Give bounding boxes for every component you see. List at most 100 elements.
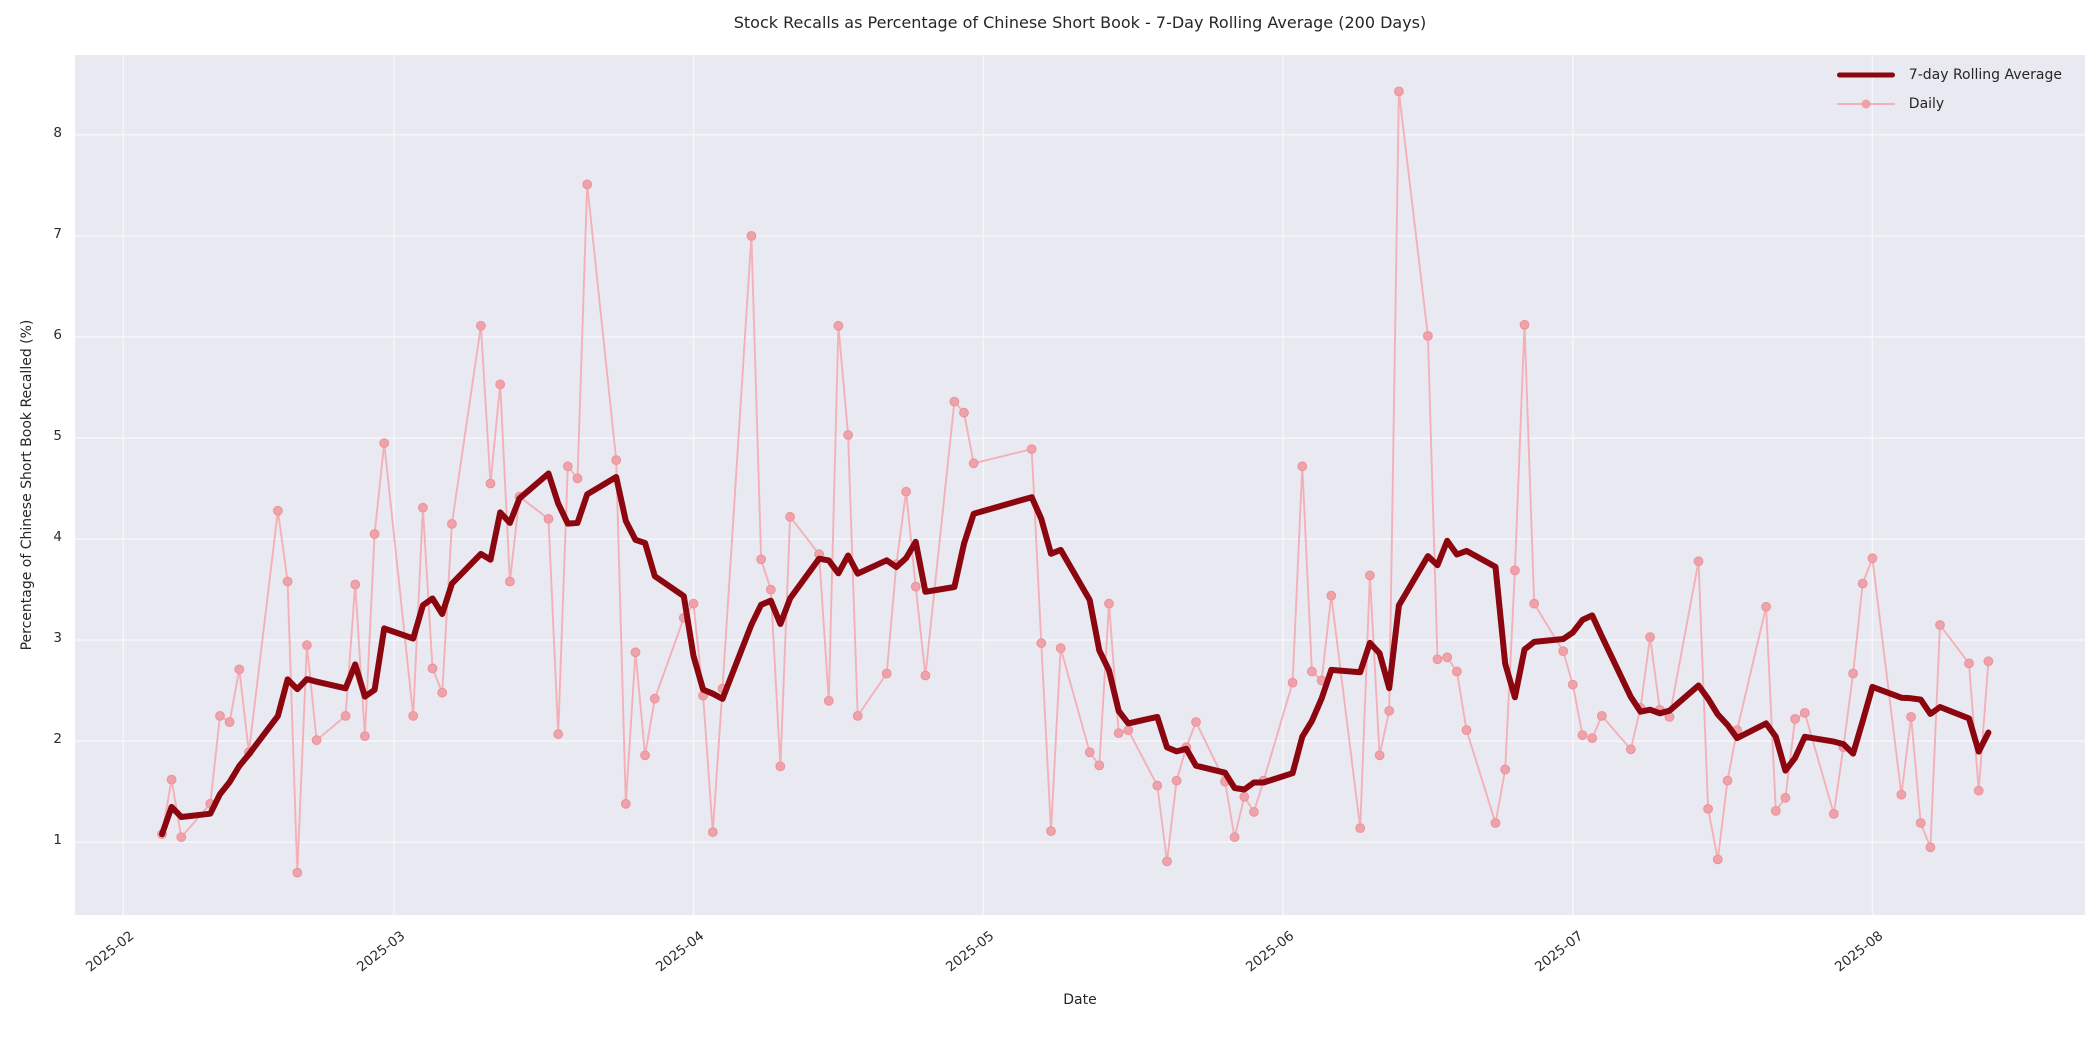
daily-data-point (620, 798, 631, 809)
daily-data-point (476, 320, 486, 331)
y-tick-label: 8 (53, 124, 62, 141)
daily-data-point (1703, 804, 1713, 814)
daily-data-point (1239, 791, 1250, 802)
daily-data-point (360, 731, 370, 741)
daily-data-point (775, 761, 786, 772)
daily-data-point (1113, 728, 1124, 738)
daily-data-point (901, 486, 911, 497)
daily-data-point (1094, 760, 1105, 771)
daily-data-point (1983, 656, 1994, 667)
daily-data-point (234, 664, 245, 675)
y-tick-label: 6 (53, 326, 62, 343)
daily-data-point (224, 717, 235, 727)
daily-data-point (843, 430, 853, 440)
daily-data-point (1500, 764, 1511, 775)
daily-data-point (959, 407, 969, 418)
daily-data-point (1423, 331, 1433, 341)
daily-data-point (1442, 652, 1453, 663)
daily-data-point (543, 514, 554, 524)
daily-data-point (1770, 806, 1781, 816)
daily-data-point (920, 670, 931, 681)
daily-data-point (418, 502, 428, 513)
daily-data-point (292, 867, 303, 878)
daily-data-point (495, 379, 506, 390)
legend: 7-day Rolling Average Daily (1827, 58, 2072, 121)
daily-data-point (949, 396, 960, 407)
daily-data-point (1355, 823, 1366, 833)
axes-background (75, 55, 2085, 915)
daily-data-point (302, 640, 312, 651)
daily-data-point (1964, 658, 1974, 669)
daily-data-point (1152, 780, 1163, 791)
daily-data-point (1896, 789, 1907, 800)
daily-data-point (1587, 733, 1598, 743)
x-axis-label: Date (1063, 992, 1097, 1008)
daily-data-point (215, 711, 225, 721)
y-tick-label: 2 (53, 731, 62, 748)
daily-data-point (1084, 747, 1095, 758)
daily-data-point (746, 231, 757, 241)
daily-data-point (582, 179, 593, 190)
daily-data-point (1761, 601, 1771, 612)
daily-data-point (1287, 677, 1298, 688)
daily-data-point (852, 711, 863, 721)
daily-data-point (765, 584, 776, 595)
daily-data-point (176, 832, 187, 843)
daily-data-point (1510, 565, 1520, 576)
daily-data-point (1297, 461, 1308, 472)
legend-item-daily: Daily (1836, 93, 2062, 115)
daily-data-point (1790, 714, 1800, 724)
legend-label-rolling-average: 7-day Rolling Average (1908, 67, 2062, 83)
daily-data-point (785, 511, 795, 522)
daily-data-point (833, 320, 844, 331)
daily-marker-dot (1861, 99, 1871, 109)
daily-data-point (273, 505, 283, 516)
y-tick-label: 3 (53, 630, 62, 647)
daily-data-point (823, 695, 834, 706)
daily-data-point (1026, 444, 1037, 455)
daily-data-point (553, 729, 564, 739)
daily-data-point (350, 579, 361, 590)
daily-data-point (1104, 598, 1114, 609)
daily-data-point (340, 711, 351, 721)
y-tick-label: 7 (53, 225, 62, 242)
daily-data-point (1162, 856, 1172, 867)
daily-data-point (408, 711, 419, 721)
daily-data-point (1722, 775, 1733, 786)
daily-data-point (1915, 818, 1926, 828)
daily-data-point (1645, 632, 1655, 642)
daily-data-point (1384, 706, 1395, 716)
daily-data-point (427, 663, 438, 674)
daily-data-point (166, 774, 177, 785)
daily-data-point (1490, 818, 1501, 828)
daily-data-point (1925, 842, 1936, 853)
daily-data-point (1519, 319, 1530, 330)
daily-data-point (1374, 750, 1385, 761)
daily-data-point (505, 576, 515, 587)
daily-data-point (485, 478, 496, 489)
daily-data-point (1529, 598, 1540, 609)
daily-data-point (630, 647, 641, 658)
daily-line-swatch (1836, 93, 1895, 115)
daily-data-point (1191, 717, 1201, 727)
daily-data-point (311, 735, 322, 746)
daily-data-point (1906, 712, 1916, 722)
daily-data-point (1055, 643, 1066, 654)
daily-data-point (1171, 775, 1182, 786)
daily-data-point (379, 438, 390, 449)
daily-data-point (1123, 725, 1134, 735)
rolling-average-line (159, 470, 1992, 838)
y-tick-label: 1 (53, 832, 62, 849)
daily-data-point (572, 473, 583, 484)
daily-data-point (1857, 578, 1868, 589)
daily-data-point (1249, 807, 1259, 817)
daily-data-point (1307, 666, 1317, 677)
y-tick-label: 4 (53, 529, 62, 546)
daily-data-point (1848, 668, 1858, 679)
daily-data-point (640, 750, 650, 761)
daily-data-point (1365, 570, 1375, 581)
daily-data-point (968, 458, 979, 469)
chart-title: Stock Recalls as Percentage of Chinese S… (733, 13, 1427, 32)
daily-data-point (649, 693, 660, 704)
legend-label-daily: Daily (1908, 96, 1945, 112)
